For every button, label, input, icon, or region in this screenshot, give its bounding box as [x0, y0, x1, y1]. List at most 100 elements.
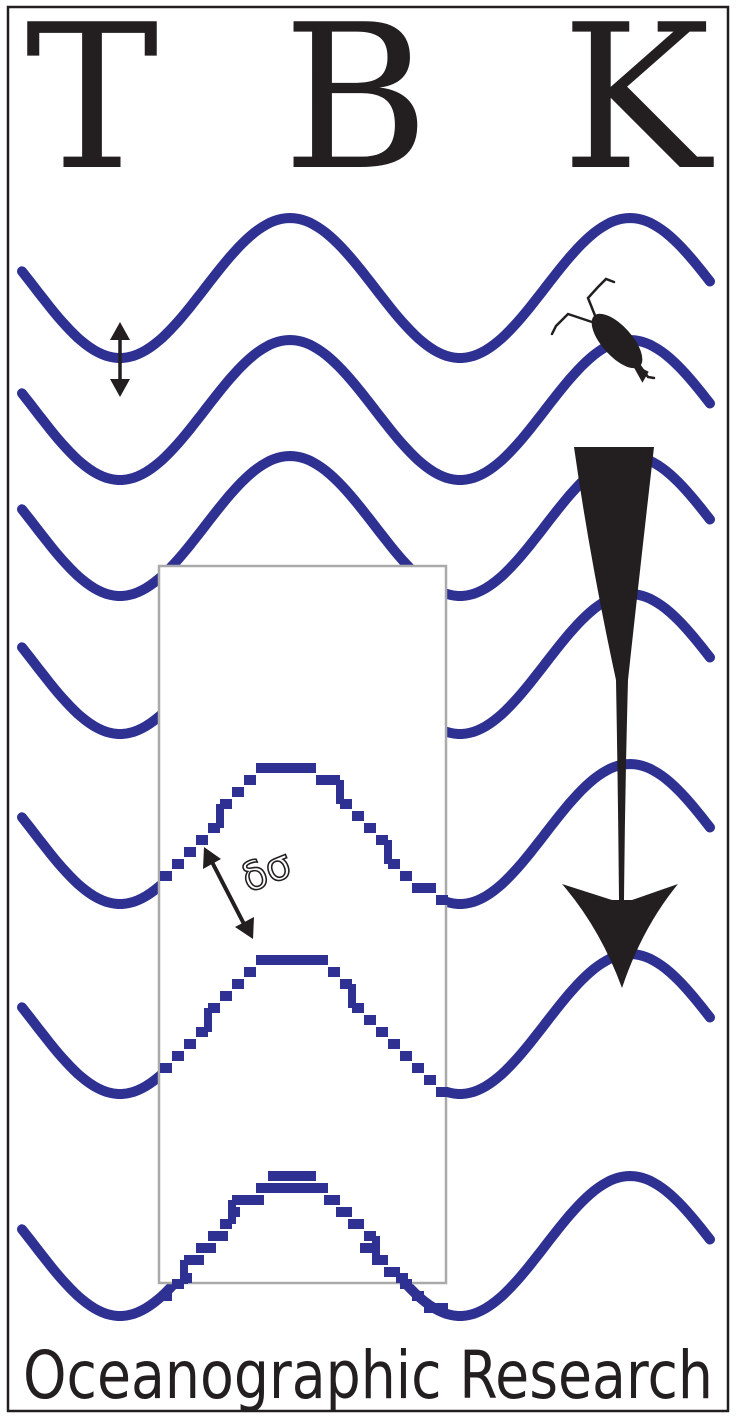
wave-pixel — [184, 1039, 196, 1049]
wave-pixel — [244, 775, 256, 785]
wave-pixel — [256, 955, 268, 965]
wave-pixel — [196, 1243, 208, 1253]
wave-pixel — [276, 1183, 288, 1193]
wave-pixel — [244, 967, 256, 977]
wave-pixel — [292, 763, 304, 773]
wave-pixel — [384, 1267, 396, 1277]
wave-pixel — [400, 1051, 412, 1061]
logo-tagline: Oceanographic Research — [23, 1337, 713, 1414]
wave-pixel — [376, 835, 388, 845]
wave-pixel — [424, 1303, 436, 1313]
wave-pixel — [232, 979, 244, 989]
wave-pixel — [184, 847, 196, 857]
wave-pixel — [208, 1231, 220, 1241]
wave-pixel — [384, 840, 392, 864]
wave-pixel — [268, 1171, 280, 1181]
wave-pixel — [172, 859, 184, 869]
wave-pixel — [192, 1255, 204, 1265]
wave-pixel — [228, 1207, 240, 1217]
wave-pixel — [268, 763, 280, 773]
wave-pixel — [328, 775, 340, 785]
wave-pixel — [436, 1303, 448, 1313]
wave-pixel — [364, 1015, 376, 1025]
wave-pixel — [348, 984, 356, 1008]
wave-pixel — [280, 955, 292, 965]
wave-pixel — [196, 1027, 208, 1037]
wave-pixel — [208, 823, 220, 833]
wave-pixel — [292, 955, 304, 965]
wave-pixel — [208, 1003, 220, 1013]
wave-pixel — [184, 1255, 196, 1265]
wave-pixel — [256, 763, 268, 773]
wave-pixel — [412, 1063, 424, 1073]
pixelated-waves — [160, 763, 448, 1313]
wave-pixel — [352, 1003, 364, 1013]
wave-pixel — [372, 1236, 380, 1260]
wave-pixel — [304, 1171, 316, 1181]
logo-letter-k: K — [561, 0, 714, 215]
wave-pixel — [424, 1075, 436, 1085]
wave-line — [17, 334, 715, 485]
wave-pixel — [364, 823, 376, 833]
wave-pixel — [216, 1231, 228, 1241]
wave-pixel — [316, 955, 328, 965]
wave-pixel — [312, 1183, 324, 1193]
wave-pixel — [204, 1008, 212, 1032]
wave-pixel — [160, 871, 172, 881]
wave-pixel — [304, 955, 316, 965]
wave-pixel — [240, 1195, 252, 1205]
wave-pixel — [264, 1183, 276, 1193]
wave-pixel — [340, 979, 352, 989]
wave-pixel — [180, 1273, 192, 1283]
wave-pixel — [220, 799, 232, 809]
wave-pixel — [412, 1291, 424, 1301]
wave-pixel — [436, 895, 448, 905]
wave-pixel — [220, 1219, 232, 1229]
wave-pixel — [252, 1195, 264, 1205]
wave-pixel — [348, 1219, 360, 1229]
wave-line — [17, 212, 715, 363]
wave-pixel — [256, 1183, 268, 1193]
wave-pixel — [232, 1195, 244, 1205]
wave-pixel — [324, 1195, 336, 1205]
wave-pixel — [352, 811, 364, 821]
wave-pixel — [340, 799, 352, 809]
wave-pixel — [388, 859, 400, 869]
wave-pixel — [204, 1243, 216, 1253]
wave-pixel — [292, 1171, 304, 1181]
wave-pixel — [300, 1183, 312, 1193]
wave-pixel — [400, 1279, 412, 1289]
wave-pixel — [172, 1051, 184, 1061]
wave-pixel — [304, 763, 316, 773]
wave-pixel — [316, 775, 328, 785]
wave-pixel — [160, 1291, 172, 1301]
copepod-icon — [550, 277, 656, 383]
wave-pixel — [328, 967, 340, 977]
wave-pixel — [280, 1171, 292, 1181]
wave-pixel — [172, 1279, 184, 1289]
wave-pixel — [216, 804, 224, 828]
wave-pixel — [336, 780, 344, 804]
double-headed-vertical-arrow-icon — [110, 322, 130, 397]
wave-pixel — [376, 1027, 388, 1037]
wave-pixel — [180, 1260, 188, 1284]
inset-box — [157, 564, 448, 1285]
wave-pixel — [424, 883, 436, 893]
wave-pixel — [196, 835, 208, 845]
logo-letter-t: T — [25, 0, 158, 215]
double-headed-diagonal-arrow-icon — [203, 847, 254, 939]
wave-pixel — [400, 871, 412, 881]
wave-pixel — [412, 883, 424, 893]
wave-pixel — [436, 1087, 448, 1097]
wave-pixel — [364, 1231, 376, 1241]
wave-pixel — [288, 1183, 300, 1193]
wave-pixel — [372, 1255, 384, 1265]
downward-tapered-arrow-icon — [562, 447, 678, 988]
logo-letter-b: B — [283, 0, 430, 215]
wave-pixel — [360, 1243, 372, 1253]
wave-pixel — [336, 1207, 348, 1217]
wave-pixel — [220, 991, 232, 1001]
wave-pixel — [280, 763, 292, 773]
wave-pixel — [232, 787, 244, 797]
